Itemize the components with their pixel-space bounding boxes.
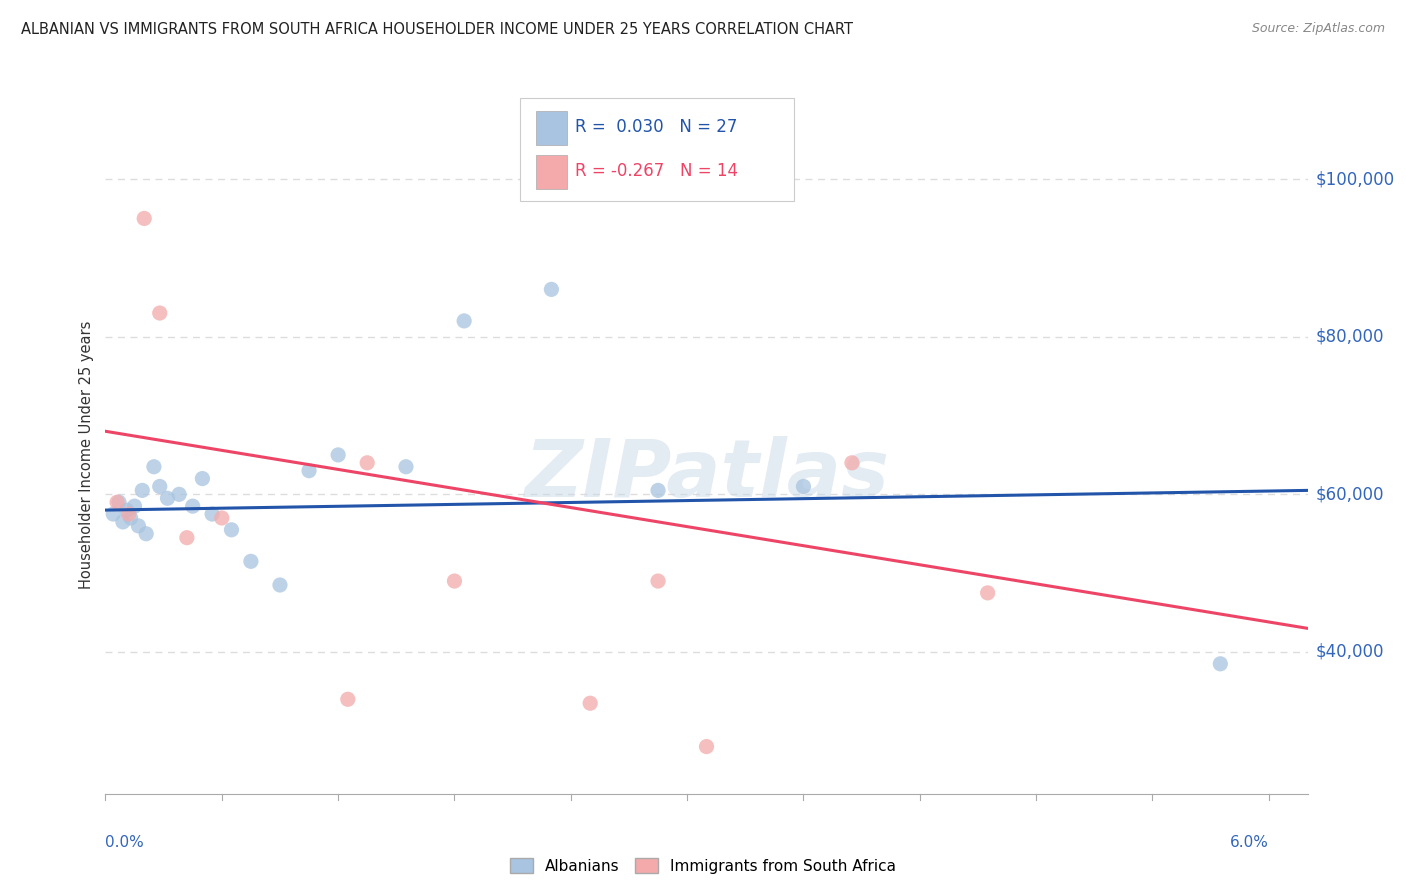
Point (176, 531, 198, 545)
Y-axis label: Householder Income Under 25 years: Householder Income Under 25 years (79, 321, 94, 589)
Point (647, 574, 669, 588)
Point (298, 464, 321, 478)
Text: $60,000: $60,000 (1316, 485, 1385, 503)
Point (105, 495, 128, 509)
Text: ALBANIAN VS IMMIGRANTS FROM SOUTH AFRICA HOUSEHOLDER INCOME UNDER 25 YEARS CORRE: ALBANIAN VS IMMIGRANTS FROM SOUTH AFRICA… (21, 22, 853, 37)
Point (191, 472, 214, 486)
Point (149, 479, 172, 493)
Point (356, 456, 378, 470)
Text: $80,000: $80,000 (1316, 327, 1385, 346)
Text: Source: ZipAtlas.com: Source: ZipAtlas.com (1251, 22, 1385, 36)
Point (201, 507, 224, 521)
Point (647, 483, 669, 498)
Point (540, 282, 562, 296)
Text: $40,000: $40,000 (1316, 643, 1385, 661)
Point (395, 459, 418, 474)
Point (149, 306, 172, 320)
Text: $100,000: $100,000 (1316, 170, 1395, 188)
Point (135, 526, 157, 541)
Legend: Albanians, Immigrants from South Africa: Albanians, Immigrants from South Africa (503, 852, 903, 880)
Point (181, 499, 204, 513)
Point (221, 523, 243, 537)
Point (239, 554, 262, 568)
Point (156, 491, 179, 506)
Text: ZIPatlas: ZIPatlas (524, 436, 889, 515)
Point (841, 456, 863, 470)
Text: R =  0.030   N = 27: R = 0.030 N = 27 (575, 118, 737, 136)
Point (124, 499, 146, 513)
Point (336, 692, 359, 706)
Point (1209, 657, 1232, 671)
Point (142, 459, 165, 474)
Text: 0.0%: 0.0% (105, 836, 145, 850)
Point (131, 483, 153, 498)
Point (792, 479, 814, 493)
Point (134, 211, 156, 226)
Point (118, 507, 141, 521)
Point (269, 578, 291, 592)
Point (111, 515, 134, 529)
Point (211, 511, 233, 525)
Text: R = -0.267   N = 14: R = -0.267 N = 14 (575, 162, 738, 180)
Point (579, 696, 602, 710)
Point (326, 448, 349, 462)
Point (108, 495, 131, 509)
Point (976, 586, 998, 600)
Point (167, 487, 190, 501)
Point (696, 739, 718, 754)
Point (115, 503, 138, 517)
Point (127, 519, 149, 533)
Point (443, 574, 465, 588)
Point (453, 314, 475, 328)
Text: 6.0%: 6.0% (1230, 836, 1268, 850)
Point (103, 507, 125, 521)
Point (120, 511, 142, 525)
